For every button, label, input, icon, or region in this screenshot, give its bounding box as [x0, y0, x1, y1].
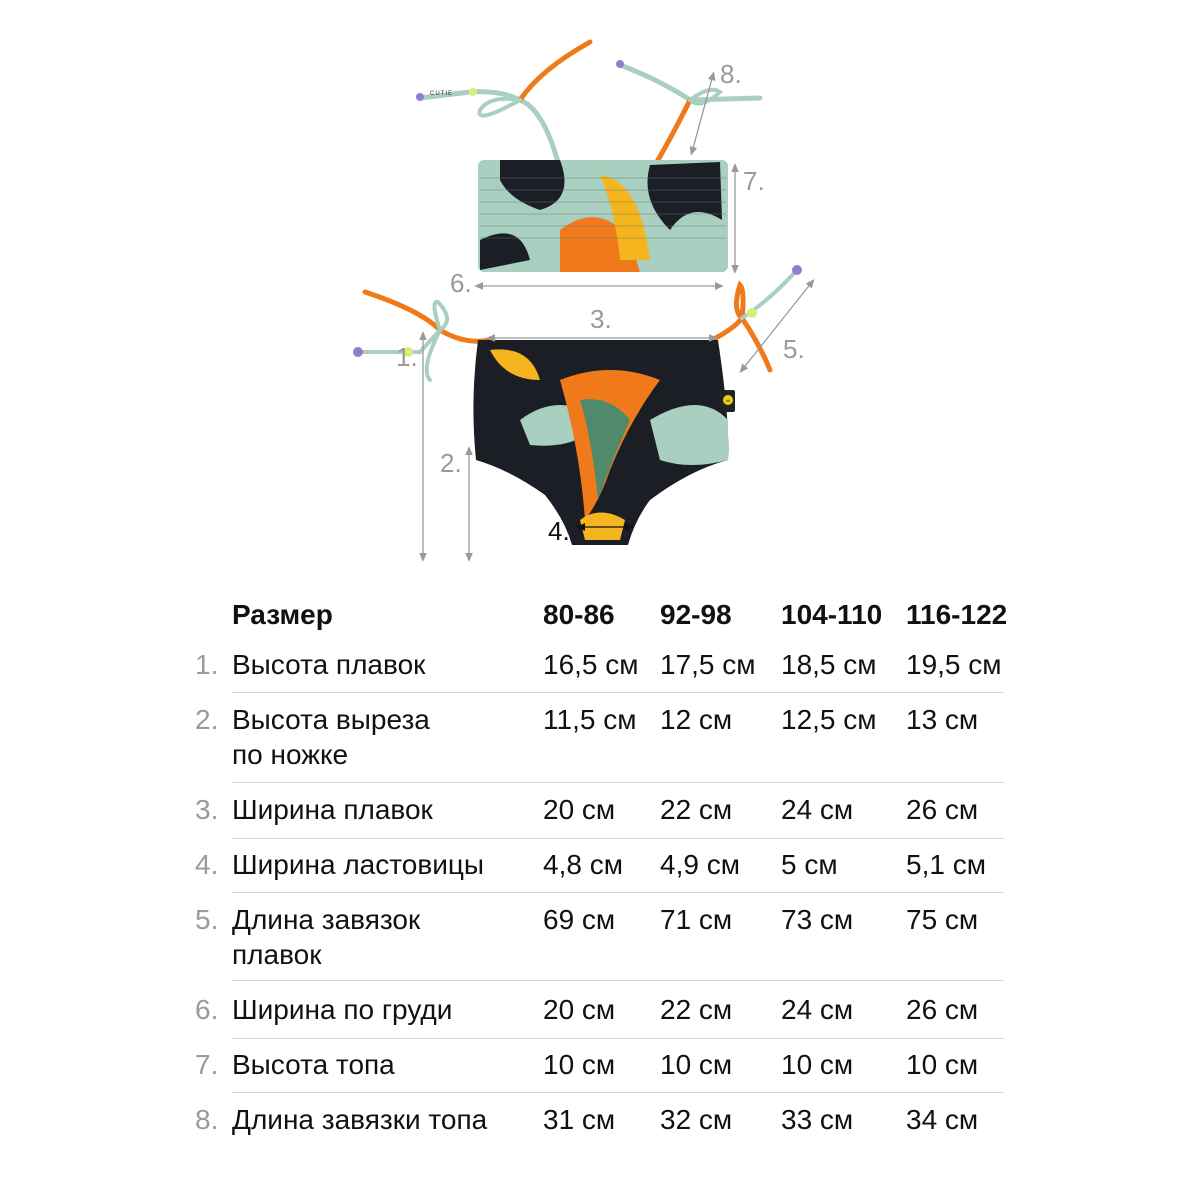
row-value: 5 см [781, 849, 838, 880]
row-divider [232, 892, 1004, 893]
row-label: Ширина ластовицы [232, 849, 484, 880]
row-number: 8. [195, 1104, 219, 1135]
row-value: 69 см [543, 904, 616, 935]
bandeau-top [478, 160, 728, 272]
row-number: 5. [195, 904, 219, 935]
row-value: 12 см [660, 704, 733, 735]
row-label: Длина завязок [232, 904, 421, 935]
measurement-arrows [419, 71, 815, 562]
dim-label-5: 5. [783, 334, 805, 364]
dim-label-8: 8. [720, 59, 742, 89]
row-value: 10 см [660, 1049, 733, 1080]
row-divider [232, 782, 1004, 783]
row-value: 73 см [781, 904, 854, 935]
tag-text: CUTIE [430, 91, 453, 97]
dim-label-2: 2. [440, 448, 462, 478]
row-divider [232, 838, 1004, 839]
row-number: 6. [195, 994, 219, 1025]
row-value: 20 см [543, 794, 616, 825]
row-number: 1. [195, 649, 219, 680]
row-value: 34 см [906, 1104, 979, 1135]
row-value: 20 см [543, 994, 616, 1025]
row-label: плавок [232, 939, 322, 970]
row-value: 19,5 см [906, 649, 1002, 680]
row-label: Высота плавок [232, 649, 426, 680]
row-number: 4. [195, 849, 219, 880]
row-value: 31 см [543, 1104, 616, 1135]
row-value: 16,5 см [543, 649, 639, 680]
row-value: 11,5 см [543, 704, 637, 735]
header-size-3: 104-110 [781, 599, 883, 630]
header-size-4: 116-122 [906, 599, 1008, 630]
row-number: 3. [195, 794, 219, 825]
row-number: 7. [195, 1049, 219, 1080]
row-value: 24 см [781, 994, 854, 1025]
row-value: 26 см [906, 794, 979, 825]
row-value: 5,1 см [906, 849, 986, 880]
row-divider [232, 692, 1004, 693]
row-value: 22 см [660, 994, 733, 1025]
dim-label-1: 1. [396, 342, 418, 372]
row-value: 24 см [781, 794, 854, 825]
row-value: 10 см [543, 1049, 616, 1080]
brand-badge: hb [726, 398, 731, 403]
row-label: Ширина по груди [232, 994, 453, 1025]
dim-label-4: 4. [548, 516, 570, 546]
row-divider [232, 1092, 1004, 1093]
row-value: 22 см [660, 794, 733, 825]
row-label: Высота выреза [232, 704, 430, 735]
row-label: Высота топа [232, 1049, 395, 1080]
dim-label-3: 3. [590, 304, 612, 334]
row-divider [232, 980, 1004, 981]
header-size-label: Размер [232, 599, 333, 630]
row-label: Длина завязки топа [232, 1104, 488, 1135]
dim-label-6: 6. [450, 268, 472, 298]
row-label: Ширина плавок [232, 794, 433, 825]
header-size-2: 92-98 [660, 599, 732, 630]
row-value: 18,5 см [781, 649, 877, 680]
swimsuit-measurement-diagram: CUTIE hb [353, 39, 815, 562]
row-value: 71 см [660, 904, 733, 935]
bikini-bottoms: hb [473, 340, 735, 545]
row-value: 10 см [906, 1049, 979, 1080]
header-size-1: 80-86 [543, 599, 615, 630]
top-ties [416, 39, 763, 173]
dim-label-7: 7. [743, 166, 765, 196]
row-number: 2. [195, 704, 219, 735]
row-value: 32 см [660, 1104, 733, 1135]
row-value: 4,9 см [660, 849, 740, 880]
row-value: 33 см [781, 1104, 854, 1135]
row-value: 4,8 см [543, 849, 623, 880]
row-label: по ножке [232, 739, 349, 770]
row-divider [232, 1038, 1004, 1039]
row-value: 10 см [781, 1049, 854, 1080]
row-value: 12,5 см [781, 704, 877, 735]
row-value: 75 см [906, 904, 979, 935]
row-value: 13 см [906, 704, 979, 735]
row-value: 26 см [906, 994, 979, 1025]
row-value: 17,5 см [660, 649, 756, 680]
